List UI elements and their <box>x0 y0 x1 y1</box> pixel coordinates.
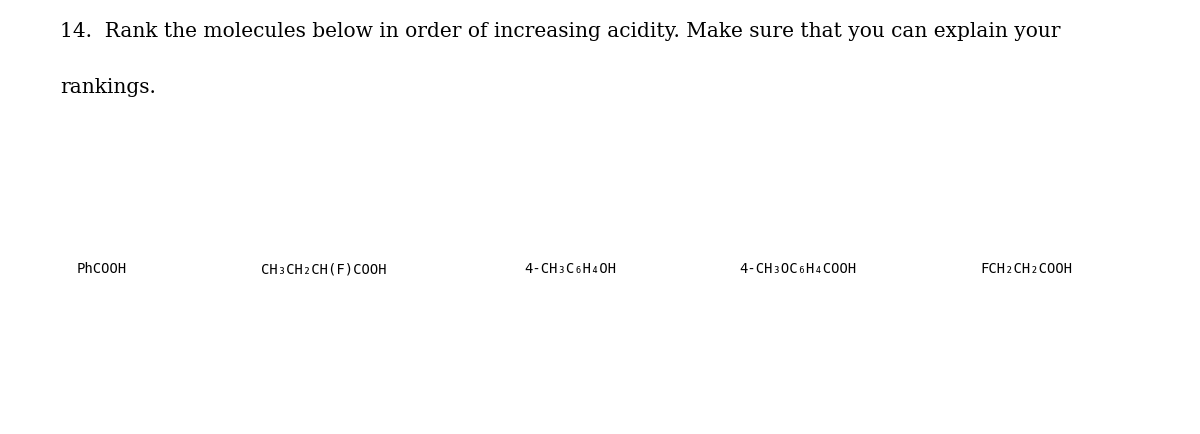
Text: 4-CH₃C₆H₄OH: 4-CH₃C₆H₄OH <box>524 262 616 276</box>
Text: PhCOOH: PhCOOH <box>77 262 127 276</box>
Text: 4-CH₃OC₆H₄COOH: 4-CH₃OC₆H₄COOH <box>739 262 857 276</box>
Text: CH₃CH₂CH(F)COOH: CH₃CH₂CH(F)COOH <box>262 262 386 276</box>
Text: rankings.: rankings. <box>60 78 156 97</box>
Text: FCH₂CH₂COOH: FCH₂CH₂COOH <box>980 262 1072 276</box>
Text: 14.  Rank the molecules below in order of increasing acidity. Make sure that you: 14. Rank the molecules below in order of… <box>60 22 1061 41</box>
